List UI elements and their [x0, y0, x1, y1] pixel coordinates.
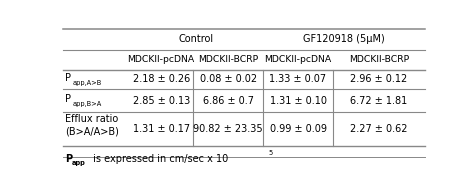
- Text: 6.72 ± 1.81: 6.72 ± 1.81: [350, 95, 408, 105]
- Text: GF120918 (5μM): GF120918 (5μM): [303, 34, 385, 44]
- Text: 0.08 ± 0.02: 0.08 ± 0.02: [200, 74, 257, 84]
- Text: MDCKII-BCRP: MDCKII-BCRP: [349, 55, 409, 64]
- Text: 6.86 ± 0.7: 6.86 ± 0.7: [203, 95, 254, 105]
- Text: 90.82 ± 23.35: 90.82 ± 23.35: [193, 124, 263, 134]
- Text: 1.33 ± 0.07: 1.33 ± 0.07: [269, 74, 327, 84]
- Text: Control: Control: [179, 34, 214, 44]
- Text: 5: 5: [269, 150, 273, 156]
- Text: MDCKII-BCRP: MDCKII-BCRP: [198, 55, 258, 64]
- Text: 1.31 ± 0.17: 1.31 ± 0.17: [133, 124, 190, 134]
- Text: P: P: [65, 73, 71, 83]
- Text: app: app: [72, 160, 86, 166]
- Text: Efflux ratio: Efflux ratio: [65, 114, 118, 124]
- Text: 2.85 ± 0.13: 2.85 ± 0.13: [133, 95, 190, 105]
- Text: app,A>B: app,A>B: [73, 80, 102, 86]
- Text: 0.99 ± 0.09: 0.99 ± 0.09: [270, 124, 327, 134]
- Text: 2.96 ± 0.12: 2.96 ± 0.12: [350, 74, 408, 84]
- Text: 2.27 ± 0.62: 2.27 ± 0.62: [350, 124, 408, 134]
- Text: MDCKII-pcDNA: MDCKII-pcDNA: [128, 55, 195, 64]
- Text: (B>A/A>B): (B>A/A>B): [65, 127, 118, 137]
- Text: app,B>A: app,B>A: [73, 101, 102, 107]
- Text: MDCKII-pcDNA: MDCKII-pcDNA: [264, 55, 332, 64]
- Text: 1.31 ± 0.10: 1.31 ± 0.10: [270, 95, 327, 105]
- Text: 2.18 ± 0.26: 2.18 ± 0.26: [133, 74, 190, 84]
- Text: P: P: [65, 154, 72, 164]
- Text: is expressed in cm/sec x 10: is expressed in cm/sec x 10: [90, 154, 228, 164]
- Text: P: P: [65, 94, 71, 104]
